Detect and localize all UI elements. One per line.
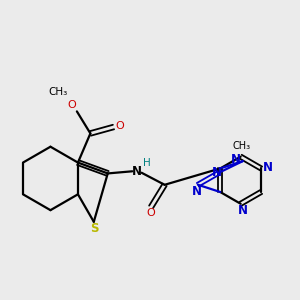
Text: O: O (67, 100, 76, 110)
Text: H: H (143, 158, 151, 169)
Text: N: N (237, 204, 248, 217)
Text: N: N (231, 153, 241, 166)
Text: O: O (146, 208, 155, 218)
Text: O: O (115, 121, 124, 131)
Text: N: N (212, 167, 222, 179)
Text: N: N (132, 165, 142, 178)
Text: S: S (90, 222, 98, 236)
Text: N: N (192, 185, 202, 198)
Text: CH₃: CH₃ (232, 141, 250, 151)
Text: N: N (262, 161, 272, 174)
Text: CH₃: CH₃ (48, 87, 68, 97)
